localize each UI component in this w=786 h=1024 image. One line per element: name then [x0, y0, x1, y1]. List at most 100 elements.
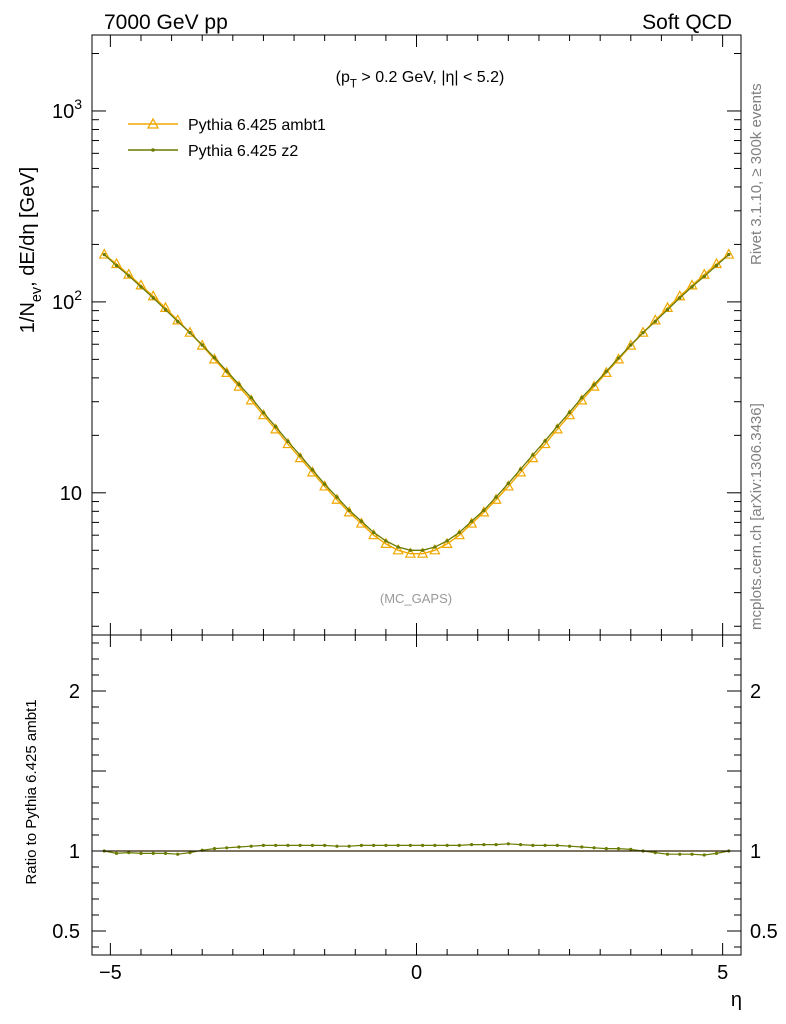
ratio-point-dot [653, 851, 657, 855]
legend-item-z2: Pythia 6.425 z2 [128, 143, 298, 160]
y-tick-label-exp: 2 [74, 287, 82, 303]
ratio-point-dot [470, 843, 474, 847]
y-tick-label: 2 [69, 681, 80, 703]
legend-item-ambt1: Pythia 6.425 ambt1 [128, 117, 326, 134]
data-point-dot [482, 508, 486, 512]
ratio-point-dot [690, 852, 694, 856]
data-point-dot [273, 424, 278, 429]
data-point-dot [151, 296, 155, 300]
mcplots-label: mcplots.cern.ch [arXiv:1306.3436] [748, 403, 765, 630]
y-tick-label-right: 1 [750, 841, 761, 863]
data-point-dot [335, 495, 339, 499]
data-point-dot [188, 330, 192, 335]
data-point-triangle [588, 380, 600, 391]
label-fragment: 1/N [17, 302, 39, 333]
data-point-triangle [637, 326, 649, 337]
data-point-triangle [429, 544, 441, 555]
data-point-dot [322, 482, 327, 486]
ratio-point-dot [506, 842, 510, 846]
x-axis-label: η [731, 989, 742, 1011]
label-fragment: T [350, 79, 357, 91]
data-point-dot [261, 410, 266, 415]
data-point-dot [347, 508, 351, 512]
data-point-dot [641, 330, 645, 335]
data-point-dot [359, 519, 364, 523]
data-point-dot [224, 369, 229, 373]
data-point-dot [555, 424, 560, 429]
header-right: Soft QCD [642, 11, 732, 34]
data-point-dot [690, 285, 694, 289]
ratio-point-dot [580, 845, 584, 849]
label-fragment: > 0.2 GeV, |η| < 5.2) [357, 69, 504, 86]
ratio-point-dot [665, 852, 670, 856]
y-tick-label: 103 [52, 96, 82, 123]
ratio-point-dot [163, 851, 168, 856]
ratio-point-dot [445, 843, 449, 848]
data-point-triangle [417, 547, 429, 558]
data-point-triangle [723, 248, 735, 259]
data-point-dot [249, 395, 253, 400]
y-tick-label: 1 [69, 841, 80, 863]
rivet-label: Rivet 3.1.10, ≥ 300k events [748, 83, 765, 265]
data-point-triangle [380, 537, 392, 549]
ratio-series [92, 842, 741, 857]
x-tick-label: −5 [99, 962, 122, 984]
ratio-point-dot [127, 851, 131, 855]
data-point-dot [298, 453, 302, 458]
ratio-point-dot [151, 851, 155, 856]
ratio-point-dot [518, 843, 523, 847]
data-point-dot [543, 439, 547, 443]
data-point-dot [616, 356, 621, 360]
data-point-triangle [600, 366, 612, 377]
data-point-dot [212, 356, 217, 360]
data-point-triangle [612, 353, 625, 364]
y-axis-label-main: 1/Nev, dE/dη [GeV] [17, 167, 45, 333]
ratio-point-dot [176, 852, 180, 856]
ratio-point-dot [139, 851, 143, 856]
ratio-point-dot [298, 843, 302, 848]
ratio-point-dot [347, 844, 351, 848]
y-tick-label-base: 10 [52, 292, 74, 314]
data-point-dot [396, 545, 400, 549]
ratio-point-dot [457, 843, 461, 848]
ratio-point-dot [188, 851, 192, 855]
ratio-point-dot [335, 844, 339, 848]
data-point-triangle [196, 339, 208, 350]
ratio-point-dot [212, 847, 217, 851]
ratio-point-dot [555, 843, 559, 848]
cuts-label: (pT > 0.2 GeV, |η| < 5.2) [336, 69, 505, 91]
ratio-point-dot [604, 847, 608, 851]
data-point-dot [567, 410, 572, 415]
x-tick-label: 5 [717, 962, 728, 984]
legend: Pythia 6.425 ambt1 Pythia 6.425 z2 [128, 117, 326, 160]
ratio-point-dot [421, 843, 425, 848]
ratio-point-dot [396, 843, 400, 848]
ratio-point-dot [616, 847, 621, 851]
y-tick-label-right: 2 [750, 681, 761, 703]
data-point-dot [408, 548, 413, 552]
data-point-triangle [404, 547, 416, 558]
data-point-dot [702, 274, 706, 279]
data-point-dot [286, 439, 290, 444]
data-point-triangle [441, 537, 453, 549]
series-line [103, 253, 730, 555]
ratio-point-dot [531, 843, 535, 848]
ratio-point-dot [629, 847, 633, 852]
ratio-point-dot [249, 844, 253, 848]
ratio-point-dot [114, 851, 119, 856]
data-point-dot [604, 369, 609, 374]
y-axis-label-ratio: Ratio to Pythia 6.425 ambt1 [23, 699, 40, 884]
data-point-dot [433, 545, 437, 549]
data-point-dot [592, 383, 596, 387]
y-tick-label: 10 [60, 483, 82, 505]
data-point-dot [139, 285, 143, 289]
data-point-dot [384, 539, 388, 543]
data-point-dot [580, 395, 584, 400]
data-point-dot [371, 530, 376, 535]
ratio-plot-frame [91, 634, 742, 956]
data-point-dot [310, 468, 315, 472]
data-point-dot [457, 530, 462, 535]
data-point-triangle [184, 326, 196, 337]
data-point-triangle [392, 544, 404, 555]
